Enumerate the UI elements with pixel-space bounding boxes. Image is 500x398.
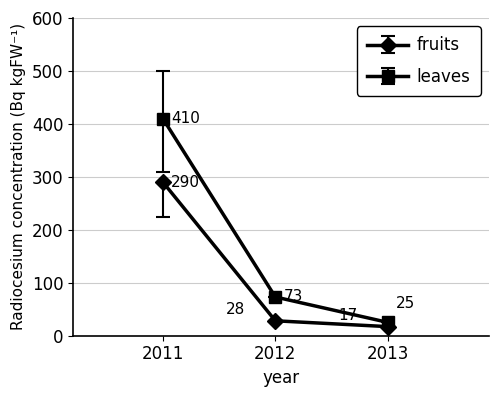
Legend: fruits, leaves: fruits, leaves — [356, 26, 480, 96]
Text: 73: 73 — [284, 289, 303, 304]
Text: 25: 25 — [396, 296, 415, 311]
Text: 290: 290 — [172, 175, 200, 190]
Text: 410: 410 — [172, 111, 200, 126]
X-axis label: year: year — [262, 369, 300, 387]
Text: 28: 28 — [226, 302, 245, 317]
Text: 17: 17 — [338, 308, 357, 323]
Y-axis label: Radiocesium concentration (Bq kgFW⁻¹): Radiocesium concentration (Bq kgFW⁻¹) — [11, 23, 26, 330]
